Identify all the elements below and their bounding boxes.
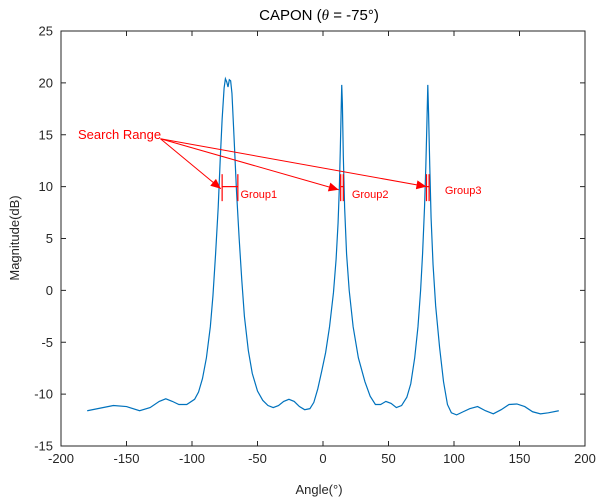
- x-axis: -200 -150 -100 -50 0 50 100 150 200: [48, 31, 596, 466]
- x-tick-label: -50: [248, 451, 267, 466]
- search-arrow-line: [160, 138, 339, 191]
- search-range-label: Search Range: [78, 127, 161, 142]
- y-tick-label: -15: [34, 439, 53, 454]
- x-axis-label: Angle(°): [295, 482, 342, 497]
- x-tick-label: -200: [48, 451, 74, 466]
- y-tick-label: -10: [34, 387, 53, 402]
- y-tick-label: 10: [39, 179, 53, 194]
- x-tick-label: -150: [113, 451, 139, 466]
- chart-title: CAPON (θ = -75°): [259, 7, 379, 24]
- y-axis-label: Magnitude(dB): [7, 195, 22, 280]
- title-prefix: CAPON (: [259, 7, 322, 24]
- x-tick-label: 0: [319, 451, 326, 466]
- y-tick-label: 0: [46, 283, 53, 298]
- group-label: Group1: [240, 189, 277, 201]
- axes-box: [60, 30, 586, 447]
- y-tick-label: 20: [39, 75, 53, 90]
- title-suffix: = -75°): [329, 7, 379, 24]
- y-tick-label: 5: [46, 231, 53, 246]
- group-label: Group2: [352, 189, 389, 201]
- plot-area: -200 -150 -100 -50 0 50 100 150 200 -15-10-50510…: [34, 24, 596, 467]
- series-line: [87, 76, 559, 416]
- search-arrow-line: [160, 138, 222, 190]
- title-theta: θ: [322, 8, 330, 24]
- y-tick-label: -5: [41, 335, 53, 350]
- y-axis: -15 -10 -5 0 5 10 15 20 25: [34, 24, 585, 454]
- search-arrow-line: [160, 138, 427, 188]
- x-tick-label: -100: [179, 451, 205, 466]
- search-arrow-head: [210, 178, 221, 189]
- search-arrow-head: [415, 180, 427, 190]
- x-tick-label: 50: [381, 451, 395, 466]
- y-tick-label: 15: [39, 127, 53, 142]
- y-tick-label: 25: [39, 24, 53, 39]
- search-arrow-head: [327, 182, 339, 192]
- x-tick-label: 100: [443, 451, 465, 466]
- x-tick-label: 150: [509, 451, 531, 466]
- annotations: Search Range Group1 Group2 Group3: [78, 127, 482, 202]
- group-label: Group3: [445, 185, 482, 197]
- x-tick-label: 200: [574, 451, 596, 466]
